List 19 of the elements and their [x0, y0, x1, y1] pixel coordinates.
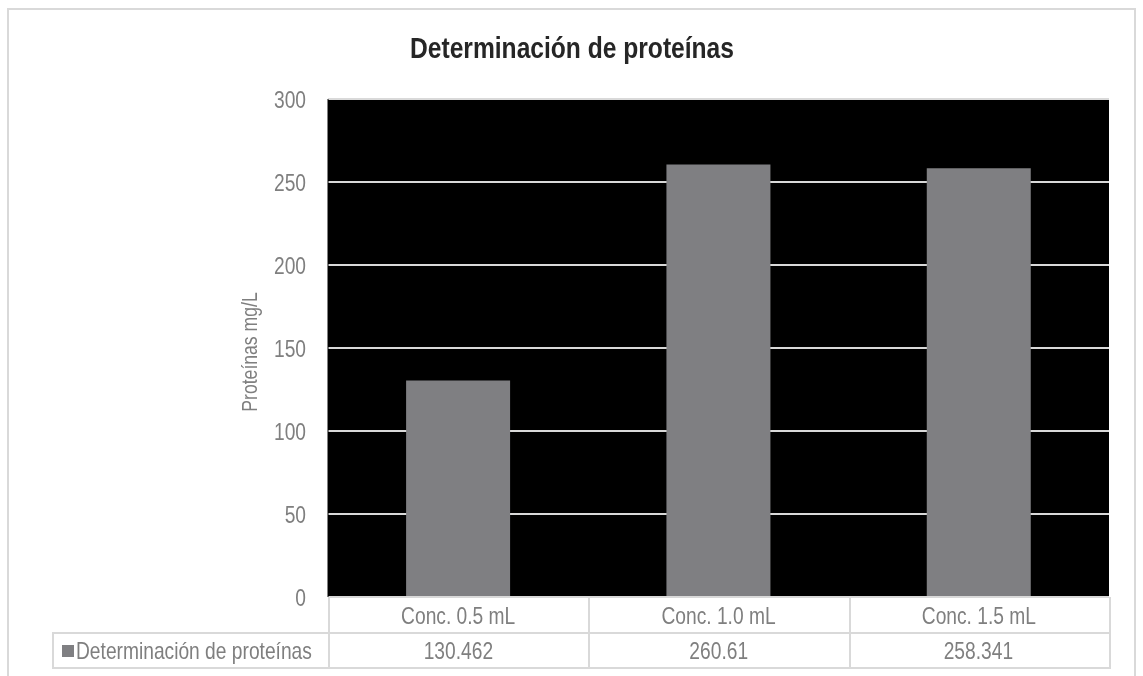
y-tick-label: 300: [273, 85, 306, 114]
bar: [666, 164, 771, 597]
x-tick-label: Conc. 1.5 mL: [921, 601, 1036, 630]
y-tick-label: 100: [273, 417, 306, 446]
data-label: 130.462: [423, 636, 493, 664]
x-tick-label: Conc. 0.5 mL: [401, 601, 516, 630]
bar: [406, 380, 511, 597]
data-label: 258.341: [944, 636, 1014, 664]
x-tick-label: Conc. 1.0 mL: [661, 601, 776, 630]
data-label: 260.61: [689, 636, 748, 664]
y-tick-label: 0: [295, 583, 306, 612]
y-tick-label: 50: [284, 500, 306, 529]
chart-title: Determinación de proteínas: [409, 31, 734, 64]
y-tick-label: 250: [273, 168, 306, 197]
y-tick-label: 200: [273, 251, 306, 280]
y-axis-title: Proteínas mg/L: [237, 292, 262, 412]
bar: [926, 168, 1031, 597]
legend-label: Determinación de proteínas: [76, 636, 312, 664]
y-tick-label: 150: [273, 334, 306, 363]
